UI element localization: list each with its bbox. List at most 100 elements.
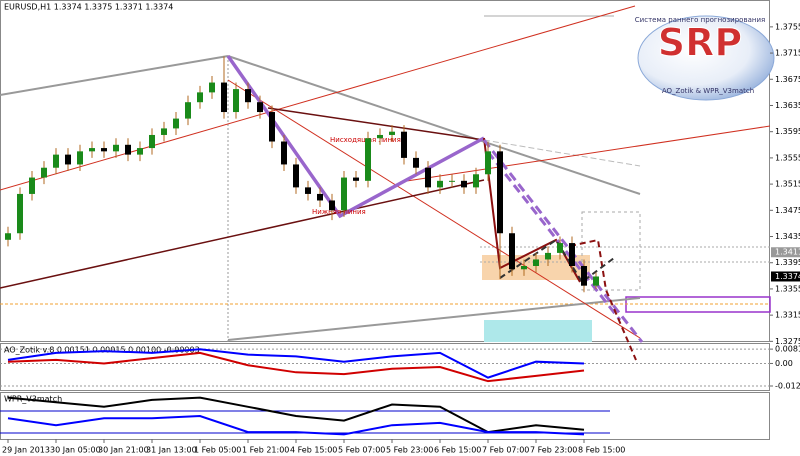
candle-body — [305, 187, 311, 194]
candle-body — [185, 102, 191, 119]
candle-body — [149, 134, 155, 149]
x-tick-label: 8 Feb 15:00 — [578, 446, 625, 455]
candle-body — [77, 151, 83, 165]
y-tick-label: 1.3555 — [775, 153, 800, 162]
candle-body — [269, 112, 275, 142]
price-marker-label: 1.3374 — [775, 272, 800, 281]
candle-body — [473, 174, 479, 188]
x-tick-label: 1 Feb 05:00 — [194, 446, 241, 455]
candle-body — [581, 266, 587, 286]
indicator-line — [7, 414, 585, 436]
x-tick-label: 29 Jan 2013 — [2, 446, 50, 455]
indicator-line — [7, 348, 585, 379]
projection — [486, 151, 622, 321]
y-tick-label: 1.3355 — [775, 284, 800, 293]
logo-ellipse — [637, 15, 775, 101]
y-tick-label: 0.00811 — [775, 345, 800, 354]
panel-title: AO_Zotik v.8 0.00151 0.00015 0.00100 -0.… — [4, 346, 200, 355]
x-tick-label: 31 Jan 13:00 — [146, 446, 197, 455]
y-tick-label: 1.3755 — [775, 22, 800, 31]
candle-body — [113, 144, 119, 152]
candle-body — [569, 243, 575, 266]
candle-body — [293, 164, 299, 188]
price-marker — [771, 271, 800, 282]
logo-footer: AO_Zotik & WPR_V3match — [662, 87, 754, 95]
price-marker — [771, 247, 800, 258]
candle-body — [17, 193, 23, 234]
projection — [482, 139, 644, 343]
candle-body — [377, 134, 383, 139]
candle-body — [41, 167, 47, 178]
y-tick-label: 1.3675 — [775, 75, 800, 84]
y-tick-label: 1.3515 — [775, 180, 800, 189]
candle-body — [209, 82, 215, 93]
candle-body — [413, 157, 419, 168]
zigzag — [226, 54, 485, 219]
candle-body — [341, 177, 347, 211]
candle-body — [161, 128, 167, 135]
y-tick-label: 1.3595 — [775, 127, 800, 136]
trend-line — [227, 297, 641, 341]
candle-body — [497, 151, 503, 234]
candle-body — [425, 167, 431, 188]
x-tick-label: 5 Feb 23:00 — [386, 446, 433, 455]
candle-body — [29, 177, 35, 194]
candle-body — [533, 259, 539, 266]
y-tick-label: 1.3475 — [775, 206, 800, 215]
candle-body — [329, 200, 335, 211]
channel-line — [399, 125, 771, 183]
candle-body — [485, 151, 491, 175]
candle-body — [461, 180, 467, 188]
logo-title: SRP — [658, 21, 742, 65]
trend-line — [227, 55, 641, 195]
y-tick-label: 1.3435 — [775, 232, 800, 241]
candle-body — [545, 252, 551, 260]
trend-line — [483, 139, 641, 167]
candle-body — [173, 118, 179, 129]
candle-body — [221, 82, 227, 113]
y-tick-label: 0.00 — [775, 359, 793, 368]
y-tick-label: 1.3715 — [775, 49, 800, 58]
x-tick-label: 5 Feb 07:00 — [338, 446, 385, 455]
candle-body — [257, 102, 263, 113]
candle-body — [137, 148, 143, 155]
candle-body — [245, 89, 251, 103]
candle-body — [317, 193, 323, 201]
candle-body — [557, 243, 563, 253]
x-tick-label: 7 Feb 07:00 — [482, 446, 529, 455]
x-tick-label: 30 Jan 05:00 — [50, 446, 101, 455]
x-tick-label: 6 Feb 15:00 — [434, 446, 481, 455]
y-tick-label: -0.01274 — [775, 382, 800, 391]
candle-body — [353, 177, 359, 181]
logo-subtitle: Система раннего прогнозирования — [635, 16, 765, 24]
candle-body — [389, 131, 395, 135]
channel-line — [267, 107, 485, 141]
y-tick-label: 1.3395 — [775, 258, 800, 267]
candle-body — [53, 154, 59, 168]
drawing-objects — [0, 5, 771, 361]
x-tick-label: 7 Feb 23:00 — [530, 446, 577, 455]
wpr-frame — [0, 392, 770, 440]
candle-body — [197, 92, 203, 103]
y-tick-label: 1.3275 — [775, 337, 800, 346]
x-tick-label: 1 Feb 21:00 — [242, 446, 289, 455]
channel-line — [0, 5, 636, 191]
candle-body — [521, 266, 527, 270]
candle-body — [125, 144, 131, 155]
candle-body — [101, 148, 107, 152]
main-frame — [0, 0, 770, 342]
indicator-line — [7, 351, 585, 383]
candle-body — [65, 154, 71, 165]
candle-body — [449, 180, 455, 182]
y-tick-label: 1.3635 — [775, 101, 800, 110]
channel-line — [0, 179, 485, 289]
ao-frame — [0, 343, 770, 391]
candle-body — [233, 89, 239, 113]
projection — [569, 238, 637, 361]
candle-body — [509, 233, 515, 270]
candle-body — [437, 180, 443, 188]
chart-title: EURUSD,H1 1.3374 1.3375 1.3371 1.3374 — [4, 3, 173, 12]
y-tick-label: 1.3315 — [775, 311, 800, 320]
